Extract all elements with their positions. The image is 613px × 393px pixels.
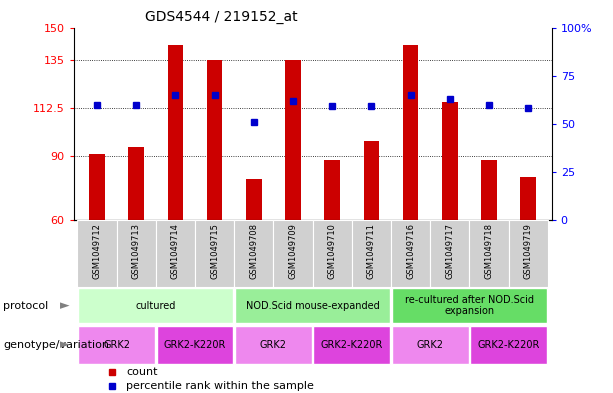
Bar — [392, 288, 547, 323]
Bar — [157, 326, 234, 364]
Text: genotype/variation: genotype/variation — [3, 340, 109, 350]
Text: NOD.Scid mouse-expanded: NOD.Scid mouse-expanded — [246, 301, 379, 310]
Bar — [89, 154, 105, 220]
Bar — [313, 220, 352, 287]
Text: GRK2: GRK2 — [103, 340, 130, 350]
Text: GRK2-K220R: GRK2-K220R — [164, 340, 226, 350]
Text: GRK2-K220R: GRK2-K220R — [321, 340, 383, 350]
Text: ►: ► — [59, 338, 69, 351]
Text: GSM1049711: GSM1049711 — [367, 223, 376, 279]
Text: GRK2: GRK2 — [417, 340, 444, 350]
Bar — [364, 141, 379, 220]
Bar — [509, 220, 548, 287]
Text: GSM1049715: GSM1049715 — [210, 223, 219, 279]
Text: GRK2-K220R: GRK2-K220R — [478, 340, 540, 350]
Text: GSM1049718: GSM1049718 — [484, 223, 493, 279]
Text: GSM1049710: GSM1049710 — [328, 223, 337, 279]
Text: GSM1049714: GSM1049714 — [171, 223, 180, 279]
Bar — [77, 220, 116, 287]
Bar — [167, 45, 183, 220]
Text: GRK2: GRK2 — [260, 340, 287, 350]
Text: protocol: protocol — [3, 301, 48, 310]
Bar — [403, 45, 419, 220]
Bar — [78, 288, 234, 323]
Text: GSM1049712: GSM1049712 — [93, 223, 102, 279]
Bar — [481, 160, 497, 220]
Bar — [392, 326, 468, 364]
Bar — [520, 177, 536, 220]
Bar — [195, 220, 234, 287]
Bar — [234, 220, 273, 287]
Text: ►: ► — [59, 299, 69, 312]
Bar — [470, 220, 509, 287]
Bar — [470, 326, 547, 364]
Text: re-cultured after NOD.Scid
expansion: re-cultured after NOD.Scid expansion — [405, 295, 534, 316]
Bar — [116, 220, 156, 287]
Text: GSM1049708: GSM1049708 — [249, 223, 258, 279]
Bar — [313, 326, 390, 364]
Bar — [430, 220, 470, 287]
Bar — [129, 147, 144, 220]
Bar — [352, 220, 391, 287]
Text: GSM1049713: GSM1049713 — [132, 223, 141, 279]
Bar — [235, 326, 312, 364]
Text: GSM1049717: GSM1049717 — [445, 223, 454, 279]
Bar — [324, 160, 340, 220]
Bar — [78, 326, 155, 364]
Bar — [235, 288, 390, 323]
Text: GSM1049716: GSM1049716 — [406, 223, 415, 279]
Text: GSM1049709: GSM1049709 — [289, 223, 297, 279]
Text: cultured: cultured — [135, 301, 176, 310]
Text: count: count — [126, 367, 158, 377]
Text: percentile rank within the sample: percentile rank within the sample — [126, 381, 314, 391]
Bar — [391, 220, 430, 287]
Bar — [285, 60, 301, 220]
Bar — [442, 103, 458, 220]
Bar — [273, 220, 313, 287]
Text: GSM1049719: GSM1049719 — [524, 223, 533, 279]
Bar — [156, 220, 195, 287]
Bar — [246, 180, 262, 220]
Text: GDS4544 / 219152_at: GDS4544 / 219152_at — [145, 10, 298, 24]
Bar — [207, 60, 223, 220]
